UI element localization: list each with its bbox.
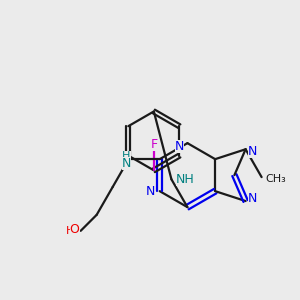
Text: N: N: [248, 145, 257, 158]
Text: N: N: [146, 185, 155, 198]
Text: NH: NH: [176, 173, 195, 186]
Text: CH₃: CH₃: [265, 174, 286, 184]
Text: F: F: [150, 138, 158, 151]
Text: N: N: [248, 192, 257, 205]
Text: O: O: [70, 223, 80, 236]
Text: H: H: [122, 151, 130, 161]
Text: N: N: [122, 157, 131, 170]
Text: H: H: [65, 226, 74, 236]
Text: N: N: [175, 140, 184, 153]
